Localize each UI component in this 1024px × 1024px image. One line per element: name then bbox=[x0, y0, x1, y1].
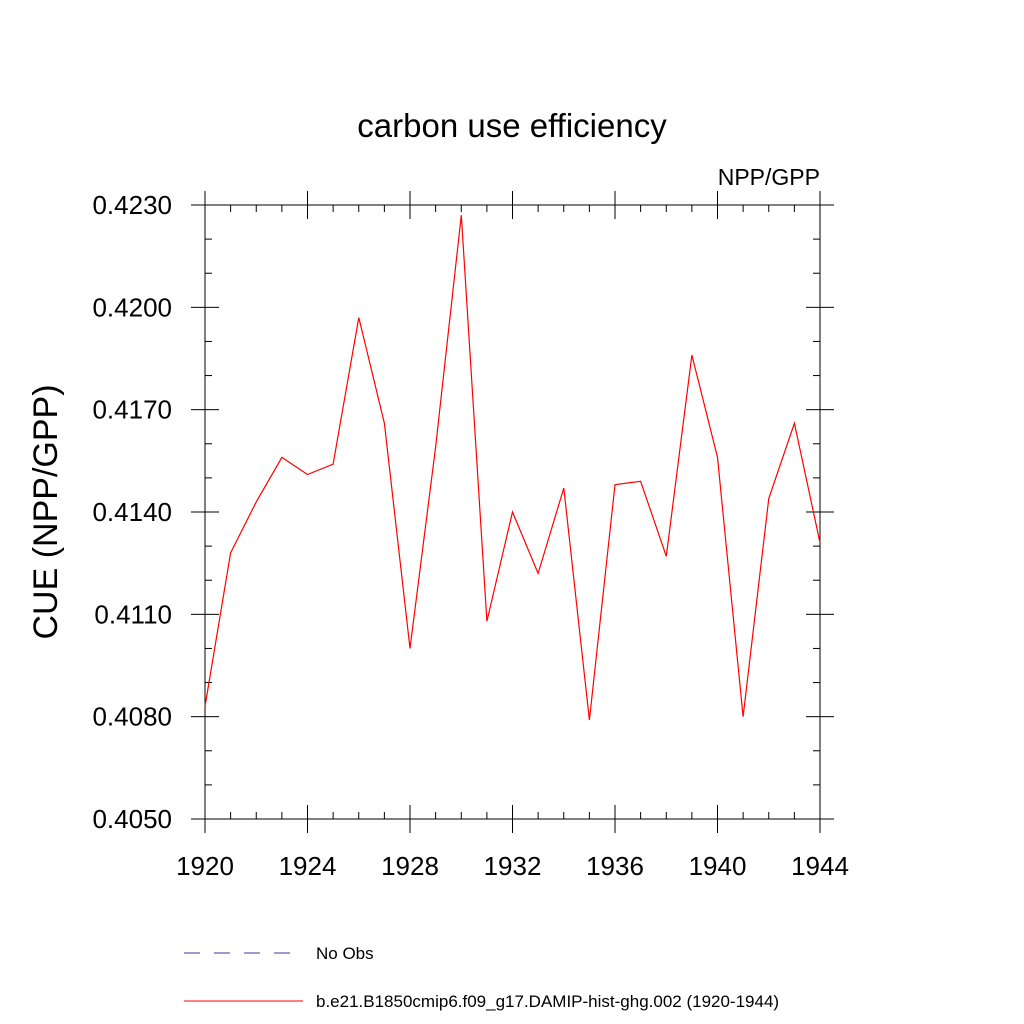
y-tick-label: 0.4110 bbox=[94, 599, 172, 629]
chart-subtitle: NPP/GPP bbox=[718, 164, 820, 190]
x-tick-label: 1928 bbox=[381, 851, 439, 881]
series-line-1 bbox=[204, 215, 821, 721]
x-tick-label: 1940 bbox=[689, 851, 747, 881]
x-tick-label: 1936 bbox=[586, 851, 644, 881]
y-tick-label: 0.4170 bbox=[92, 395, 172, 425]
legend-label-1: b.e21.B1850cmip6.f09_g17.DAMIP-hist-ghg.… bbox=[316, 992, 779, 1011]
x-tick-label: 1924 bbox=[279, 851, 337, 881]
y-tick-label: 0.4050 bbox=[92, 804, 172, 834]
legend-label-0: No Obs bbox=[316, 944, 374, 963]
y-tick-label: 0.4230 bbox=[92, 190, 172, 220]
y-axis-label: CUE (NPP/GPP) bbox=[27, 384, 65, 639]
y-tick-label: 0.4080 bbox=[92, 702, 172, 732]
x-tick-label: 1920 bbox=[176, 851, 234, 881]
y-tick-label: 0.4200 bbox=[92, 292, 172, 322]
x-tick-label: 1932 bbox=[484, 851, 542, 881]
chart-title: carbon use efficiency bbox=[357, 107, 667, 144]
y-tick-label: 0.4140 bbox=[92, 497, 172, 527]
x-tick-label: 1944 bbox=[791, 851, 849, 881]
